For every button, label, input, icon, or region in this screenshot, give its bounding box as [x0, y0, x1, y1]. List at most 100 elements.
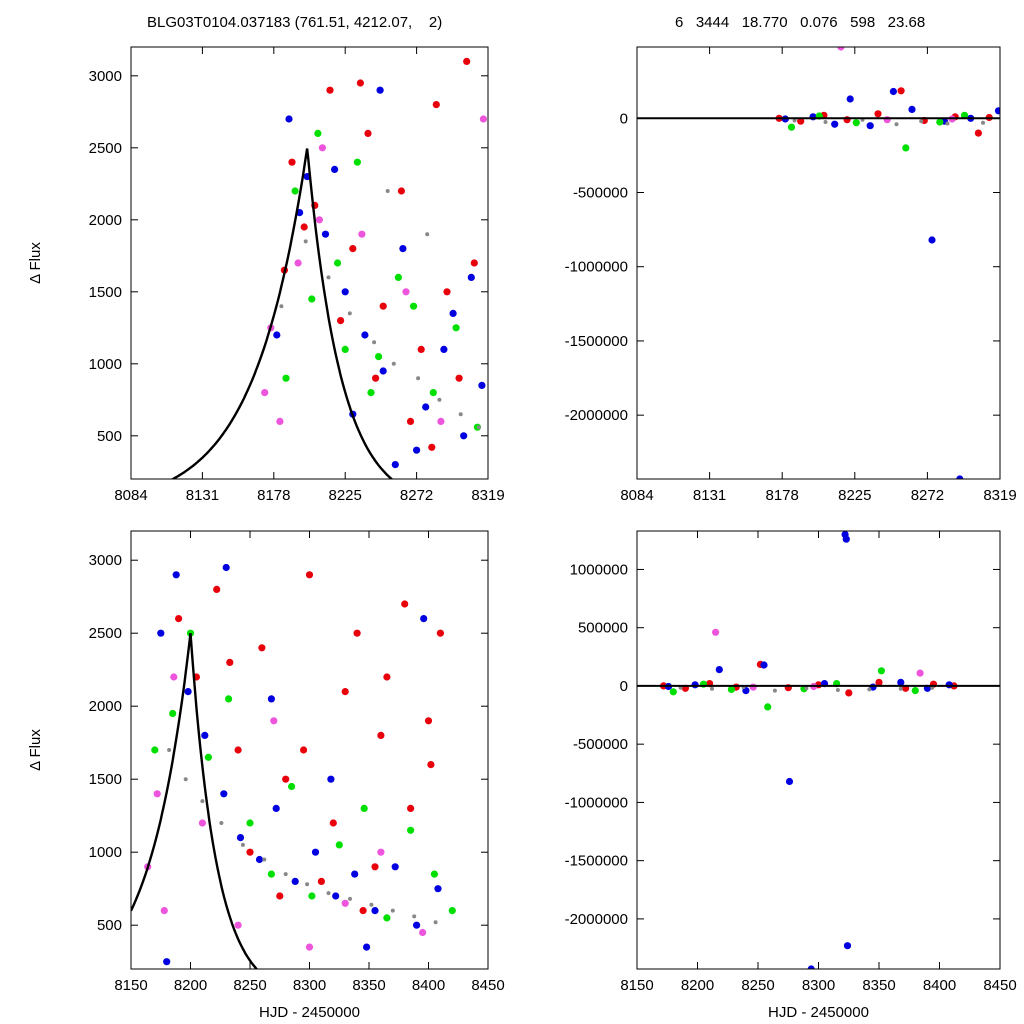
data-point-green: [669, 688, 677, 696]
y-tick-label: 2500: [89, 625, 122, 642]
data-point-blue: [220, 790, 228, 798]
data-point-blue: [842, 535, 850, 543]
data-point-red: [401, 600, 409, 608]
data-point-blue: [341, 288, 349, 296]
data-point-blue: [994, 107, 1000, 115]
data-point-gray: [372, 340, 377, 345]
panel-bottom-left: 8150 8200 8250 8300 8350 8400 8450 500 1000 1500 2…: [27, 530, 505, 1021]
y-tick-label: 500000: [578, 620, 628, 637]
y-tick-label: 3000: [89, 552, 122, 569]
x-tick-label: 8131: [693, 487, 726, 504]
x-tick-label: 8084: [114, 487, 147, 504]
y-axis-label: Δ Flux: [27, 729, 44, 771]
data-point-blue: [351, 870, 359, 878]
data-point-blue: [691, 681, 699, 689]
data-point-green: [169, 709, 177, 718]
data-point-blue: [866, 122, 874, 130]
x-tick-label: 8178: [766, 487, 799, 504]
data-point-blue: [273, 331, 281, 339]
data-point-red: [326, 86, 334, 94]
data-point-blue: [449, 309, 457, 317]
data-point-blue: [928, 236, 936, 244]
data-point-violet: [276, 417, 284, 425]
x-tick-label: 8300: [293, 977, 326, 994]
data-point-blue: [785, 777, 794, 786]
data-point-green: [452, 324, 460, 332]
plot-area: [131, 563, 456, 969]
data-point-green: [727, 685, 736, 694]
data-point-violet: [402, 288, 410, 296]
data-point-gray: [898, 686, 903, 691]
data-point-violet: [341, 899, 349, 907]
data-point-red: [427, 761, 435, 769]
plot-frame: [130, 46, 489, 480]
data-point-blue: [267, 695, 275, 703]
data-point-red: [276, 892, 284, 900]
data-point-green: [314, 129, 322, 137]
data-point-red: [226, 658, 234, 667]
data-point-red: [383, 673, 391, 681]
data-point-blue: [889, 87, 898, 96]
data-point-red: [406, 417, 415, 425]
data-point-violet: [712, 628, 720, 636]
data-point-blue: [831, 120, 839, 128]
data-point-blue: [327, 775, 335, 783]
data-point-green: [852, 119, 860, 127]
x-tick-label: 8319: [471, 487, 504, 504]
data-point-gray: [476, 425, 481, 430]
data-point-blue: [843, 942, 852, 950]
data-point-green: [394, 273, 402, 281]
data-point-red: [288, 158, 296, 166]
data-point-red: [305, 571, 314, 579]
y-tick-label: -1000000: [565, 259, 628, 276]
data-point-red: [317, 877, 325, 886]
data-point-blue: [945, 681, 953, 689]
data-point-gray: [835, 688, 840, 692]
star-id-header: BLG03T0104.037183 (761.51, 4212.07, 2): [147, 14, 443, 31]
data-point-red: [258, 644, 266, 652]
x-tick-label: 8150: [114, 977, 147, 994]
data-point-gray: [433, 920, 438, 925]
data-point-gray: [894, 122, 899, 127]
plot-area: [170, 57, 487, 479]
model-curve: [170, 148, 394, 479]
data-point-red: [337, 317, 345, 325]
data-point-blue: [440, 345, 448, 353]
y-tick-label: -2000000: [565, 407, 628, 424]
data-point-blue: [846, 95, 854, 103]
data-point-blue: [413, 446, 421, 454]
data-point-red: [443, 288, 451, 296]
x-tick-label: 8450: [983, 977, 1016, 994]
data-point-gray: [167, 748, 172, 752]
y-tick-label: 1500: [89, 771, 122, 788]
data-point-gray: [283, 872, 288, 877]
data-point-gray: [437, 397, 442, 402]
data-point-gray: [823, 120, 828, 124]
data-point-green: [448, 907, 456, 915]
data-point-red: [843, 116, 851, 124]
y-tick-label: 0: [620, 110, 628, 127]
x-tick-label: 8400: [412, 977, 445, 994]
data-point-violet: [479, 115, 487, 123]
data-point-green: [204, 753, 212, 761]
data-point-blue: [172, 571, 180, 579]
data-point-violet: [419, 928, 427, 937]
data-point-red: [974, 129, 983, 137]
data-point-green: [902, 144, 910, 152]
data-point-green: [334, 259, 342, 267]
data-point-gray: [425, 232, 430, 237]
data-point-gray: [772, 688, 777, 693]
data-point-green: [291, 187, 299, 195]
data-point-blue: [956, 475, 964, 479]
data-point-blue: [478, 381, 486, 389]
data-point-red: [300, 223, 308, 231]
data-point-gray: [219, 821, 224, 825]
x-tick-label: 8319: [983, 487, 1016, 504]
data-point-red: [364, 129, 372, 137]
data-point-red: [213, 585, 221, 594]
x-axis-label: HJD - 2450000: [259, 1004, 360, 1021]
data-point-gray: [390, 908, 395, 913]
data-point-green: [407, 826, 415, 834]
data-point-gray: [867, 687, 872, 692]
y-tick-label: -2000000: [565, 911, 628, 928]
